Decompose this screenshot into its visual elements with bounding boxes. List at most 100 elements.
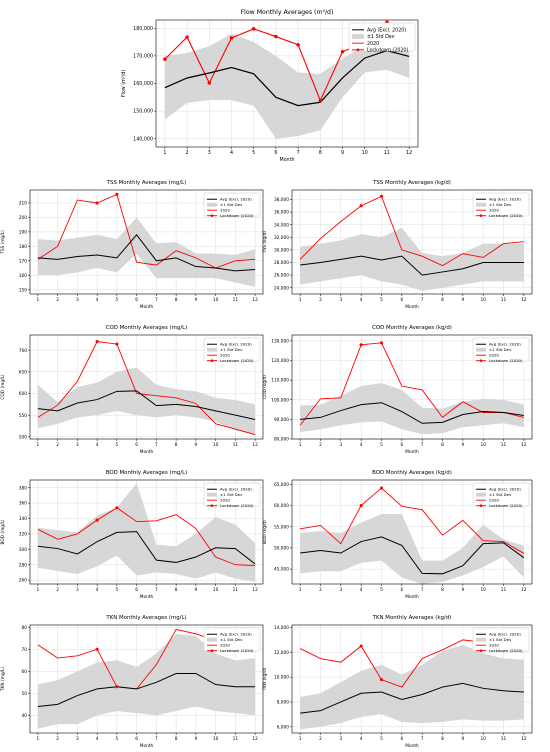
x-tick-label: 10 bbox=[213, 736, 219, 742]
y-axis-label: TSS (kg/d) bbox=[262, 231, 268, 255]
y-tick-label: 26,000 bbox=[274, 273, 289, 279]
legend-label: Lockdown (2020) bbox=[220, 648, 254, 653]
lockdown-marker bbox=[95, 647, 99, 651]
y-tick-label: 45,000 bbox=[274, 567, 289, 573]
x-tick-label: 6 bbox=[135, 587, 138, 593]
x-tick-label: 1 bbox=[299, 442, 302, 448]
y-tick-label: 90,000 bbox=[274, 417, 289, 423]
y-tick-label: 190 bbox=[19, 229, 27, 235]
chart-7: BOD Monthly Averages (kg/d) 45,000 50,000 5… bbox=[262, 470, 533, 600]
x-tick-label: 11 bbox=[501, 587, 507, 593]
lockdown-marker bbox=[185, 35, 189, 39]
legend-swatch-band bbox=[207, 202, 217, 207]
y-axis-label: TSS (mg/L) bbox=[0, 230, 6, 255]
axes-frame bbox=[155, 19, 419, 148]
axes-frame bbox=[291, 479, 533, 585]
x-tick-label: 7 bbox=[155, 297, 158, 303]
lockdown-marker bbox=[359, 644, 363, 648]
legend-swatch-band bbox=[207, 347, 217, 352]
legend-label: ±1 Std Dev bbox=[367, 34, 395, 40]
x-tick-label: 11 bbox=[384, 150, 390, 156]
x-tick-label: 1 bbox=[37, 587, 40, 593]
x-tick-label: 7 bbox=[421, 297, 424, 303]
x-tick-label: 12 bbox=[521, 736, 527, 742]
x-tick-label: 6 bbox=[135, 442, 138, 448]
series-2020-line bbox=[37, 193, 256, 269]
y-tick-label: 180,000 bbox=[133, 26, 153, 32]
x-tick-label: 12 bbox=[252, 587, 258, 593]
std-band bbox=[300, 227, 524, 291]
x-tick-label: 12 bbox=[252, 442, 258, 448]
legend-box bbox=[203, 337, 261, 362]
chart-title: BOD Monthly Averages (mg/L) bbox=[106, 470, 187, 476]
x-tick-label: 11 bbox=[233, 297, 239, 303]
x-tick-label: 9 bbox=[461, 587, 464, 593]
x-tick-label: 12 bbox=[406, 150, 412, 156]
axes-frame bbox=[291, 624, 533, 734]
axes-frame bbox=[29, 334, 264, 440]
legend-label: Avg (Excl. 2020) bbox=[220, 342, 252, 347]
legend-swatch-lockdown-marker bbox=[479, 649, 483, 652]
legend-swatch-band bbox=[207, 492, 217, 497]
y-axis-label: COD (kg/d) bbox=[262, 375, 268, 399]
legend-label: 2020 bbox=[220, 498, 230, 503]
x-tick-label: 8 bbox=[175, 297, 178, 303]
chart-4: COD Monthly Averages (mg/L) 500 550 600 650 7… bbox=[0, 325, 264, 455]
y-axis-label: TKN (kg/d) bbox=[262, 667, 268, 691]
legend-label: 2020 bbox=[489, 353, 499, 358]
x-tick-label: 7 bbox=[297, 150, 300, 156]
x-tick-label: 3 bbox=[76, 736, 79, 742]
y-tick-label: 80 bbox=[22, 625, 28, 631]
legend-label: 2020 bbox=[489, 498, 499, 503]
chart-5: COD Monthly Averages (kg/d) 80,000 90,000 1… bbox=[262, 325, 533, 455]
x-tick-label: 8 bbox=[441, 587, 444, 593]
x-tick-label: 10 bbox=[213, 587, 219, 593]
lockdown-marker bbox=[115, 342, 119, 346]
series-avg-line bbox=[37, 390, 256, 420]
lockdown-marker bbox=[115, 685, 119, 689]
y-tick-label: 150 bbox=[19, 287, 27, 293]
chart-title: BOD Monthly Averages (kg/d) bbox=[372, 470, 452, 476]
y-tick-label: 140,000 bbox=[133, 136, 153, 142]
lockdown-marker bbox=[379, 678, 384, 682]
y-tick-label: 38,000 bbox=[274, 197, 289, 203]
y-tick-label: 160,000 bbox=[133, 81, 153, 87]
y-tick-label: 200 bbox=[19, 215, 27, 221]
y-axis-label: COD (mg/L) bbox=[0, 374, 6, 399]
x-tick-label: 4 bbox=[96, 442, 99, 448]
legend-box bbox=[203, 192, 261, 217]
x-tick-label: 11 bbox=[501, 442, 507, 448]
x-tick-label: 2 bbox=[319, 297, 322, 303]
legend-label: 2020 bbox=[489, 643, 499, 648]
y-tick-label: 170 bbox=[19, 258, 27, 264]
series-avg-line bbox=[300, 255, 524, 276]
x-tick-label: 3 bbox=[339, 442, 342, 448]
y-tick-label: 320 bbox=[19, 532, 27, 538]
y-tick-label: 60 bbox=[22, 669, 28, 675]
y-tick-label: 14,000 bbox=[274, 625, 289, 631]
axes-frame bbox=[29, 479, 264, 585]
x-tick-label: 3 bbox=[339, 587, 342, 593]
x-tick-label: 12 bbox=[252, 297, 258, 303]
x-tick-label: 10 bbox=[480, 587, 486, 593]
legend-label: Lockdown (2020) bbox=[489, 213, 523, 218]
x-tick-label: 10 bbox=[480, 736, 486, 742]
y-tick-label: 40 bbox=[22, 713, 28, 719]
x-tick-label: 2 bbox=[56, 587, 59, 593]
series-2020-line bbox=[300, 487, 525, 554]
legend-label: Lockdown (2020) bbox=[489, 358, 523, 363]
legend-box bbox=[348, 22, 416, 52]
x-tick-label: 6 bbox=[274, 150, 277, 156]
x-tick-label: 2 bbox=[319, 587, 322, 593]
y-tick-label: 100,000 bbox=[271, 397, 289, 403]
lockdown-marker bbox=[379, 486, 384, 490]
y-tick-label: 34,000 bbox=[274, 222, 289, 228]
x-tick-label: 3 bbox=[339, 736, 342, 742]
std-band bbox=[164, 32, 410, 139]
y-tick-label: 80,000 bbox=[274, 437, 289, 443]
y-tick-label: 260 bbox=[19, 578, 27, 584]
legend-label: Lockdown (2020) bbox=[220, 503, 254, 508]
